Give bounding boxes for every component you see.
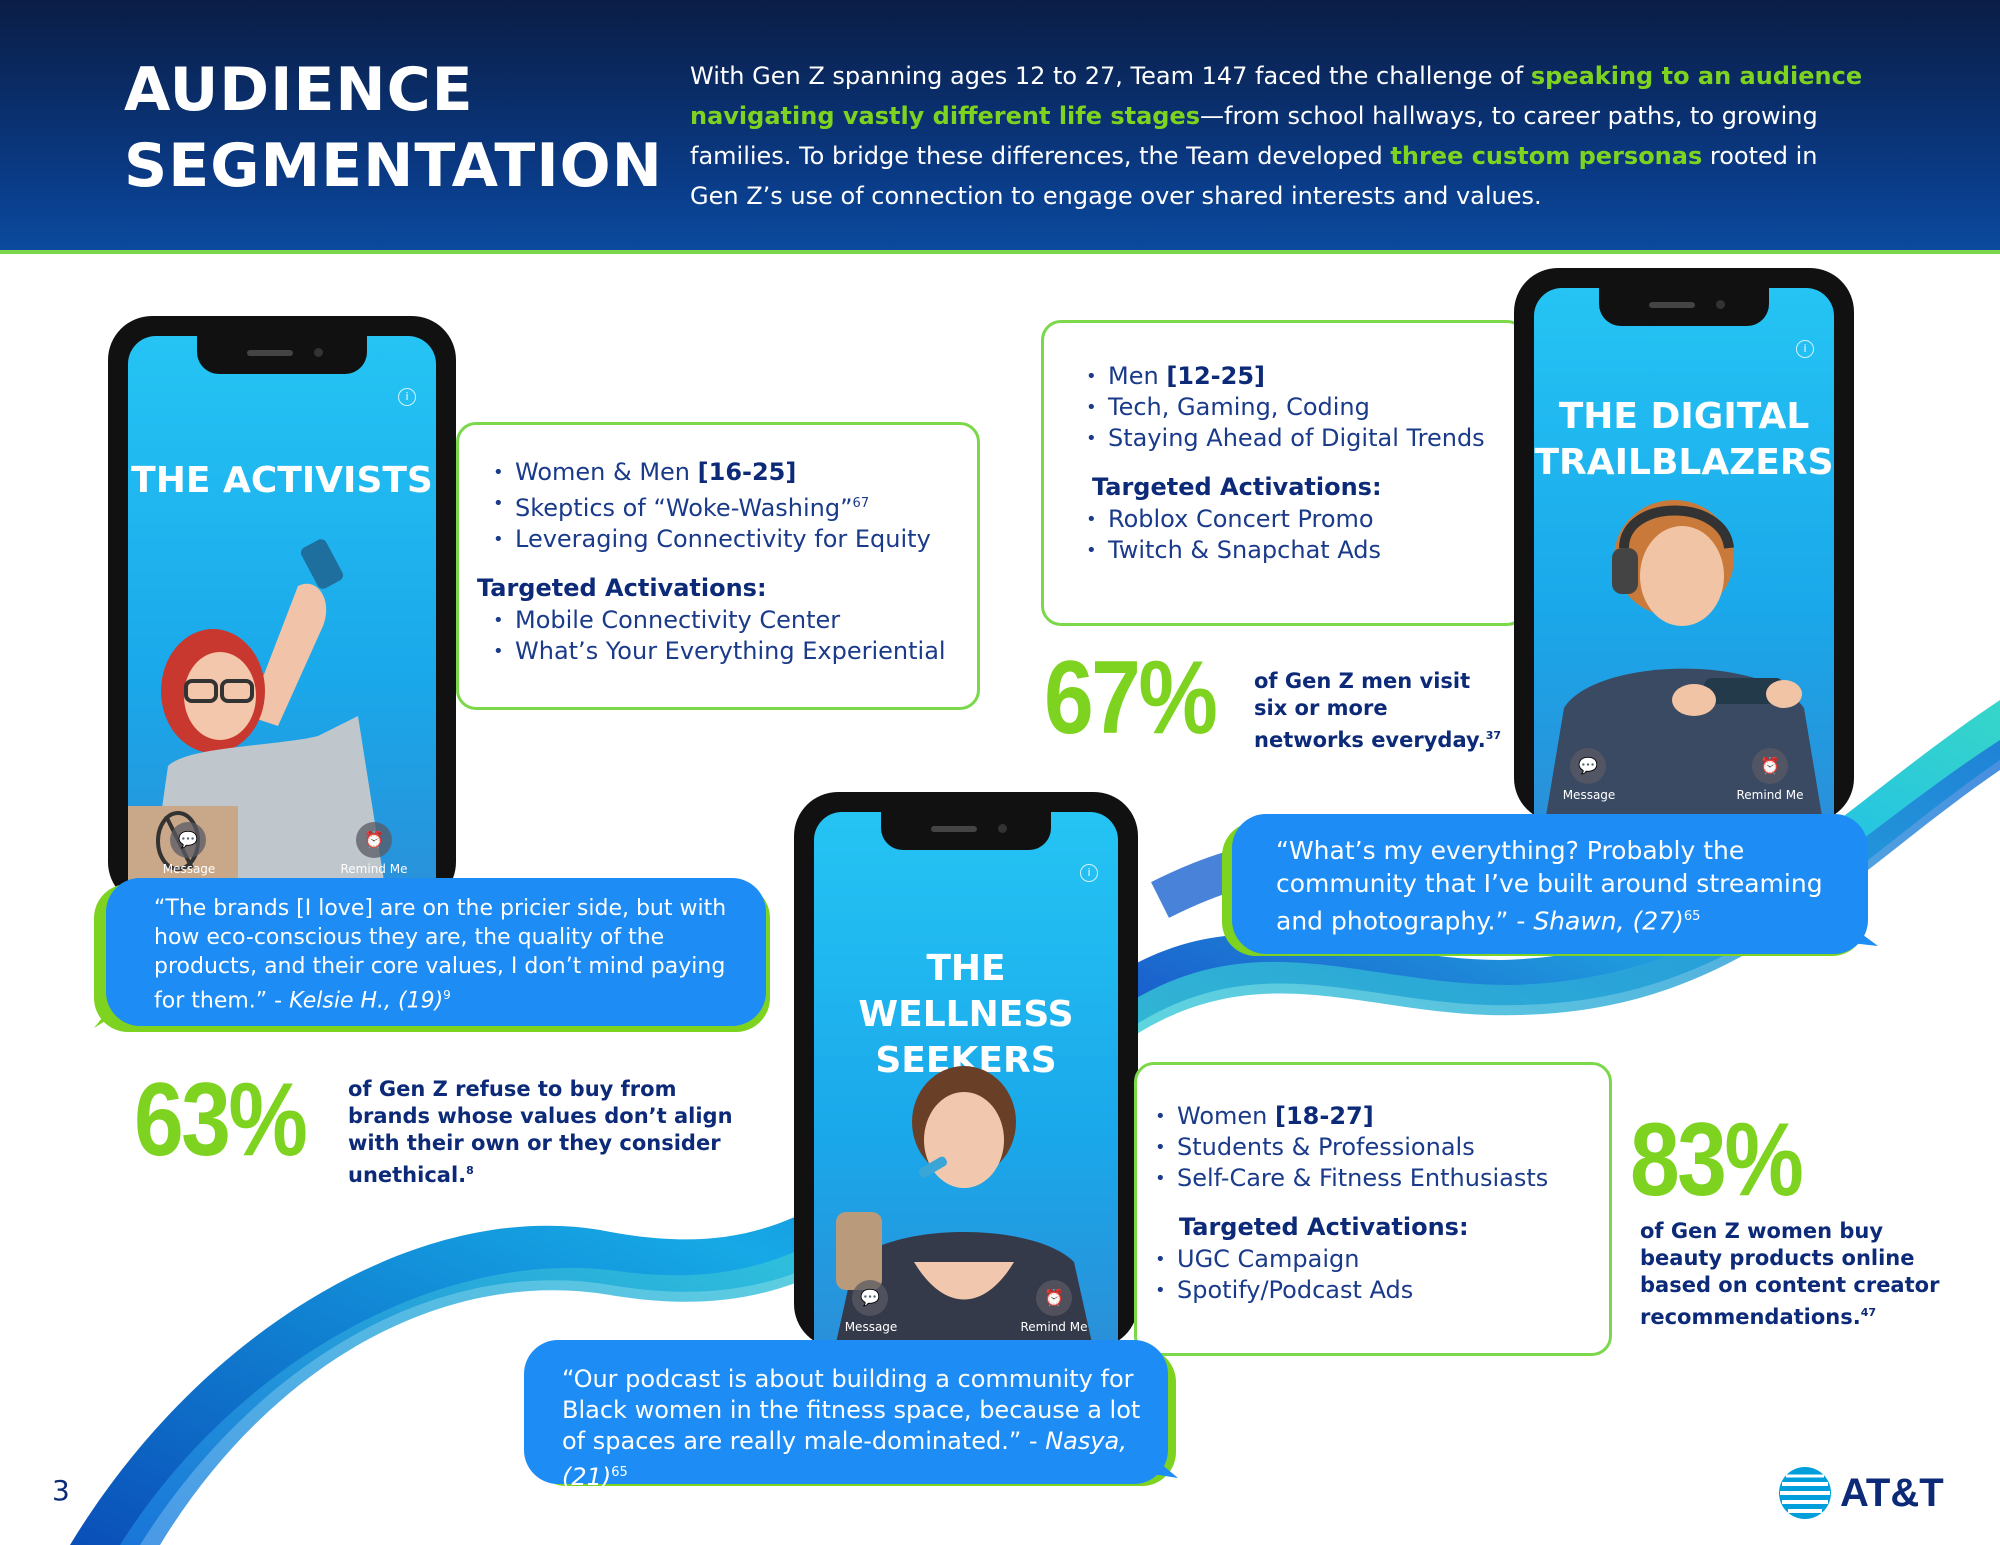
intro-text-3: rooted in Gen Z’s use of connection to e… (690, 142, 1818, 210)
remind-me-label: Remind Me (1020, 1320, 1088, 1334)
alarm-clock-icon[interactable]: ⏰ (1752, 748, 1788, 784)
activation-item: Twitch & Snapchat Ads (1086, 535, 1524, 566)
alarm-clock-icon[interactable]: ⏰ (356, 822, 392, 858)
activists-info-box: Women & Men [16-25] Skeptics of “Woke-Wa… (456, 422, 980, 710)
trailblazers-info-box: Men [12-25] Tech, Gaming, Coding Staying… (1041, 320, 1527, 626)
activation-item: UGC Campaign (1155, 1244, 1609, 1275)
bullet-item: Women & Men [16-25] (493, 457, 977, 488)
activist-person-illustration (128, 539, 388, 906)
page-title: AUDIENCE SEGMENTATION (124, 52, 663, 204)
activation-item: Spotify/Podcast Ads (1155, 1275, 1609, 1306)
trailblazers-quote-bubble: “What’s my everything? Probably the comm… (1232, 814, 1868, 954)
wellness-quote-bubble: “Our podcast is about building a communi… (524, 1340, 1168, 1491)
persona-title-wellness: THE WELLNESS SEEKERS (858, 948, 1074, 1081)
stat-63-caption: of Gen Z refuse to buy from brands whose… (348, 1077, 733, 1187)
page-number: 3 (52, 1474, 70, 1507)
persona-title-trailblazers: THE DIGITAL TRAILBLAZERS (1534, 396, 1834, 483)
message-label: Message (844, 1320, 898, 1334)
intro-highlight-1: speaking to an audience navigating vastl… (690, 62, 1863, 130)
activation-item: Mobile Connectivity Center (493, 605, 977, 636)
phone-screen: i THE WELLNESS SEEKERS 💬 Message ⏰ Remind… (814, 812, 1118, 1348)
bullet-item: Tech, Gaming, Coding (1086, 392, 1524, 423)
phone-trailblazers: i THE DIGITAL TRAILBLAZERS 💬 Message ⏰ Re… (1514, 268, 1854, 822)
intro-text-1: With Gen Z spanning ages 12 to 27, Team … (690, 62, 1531, 90)
bullet-item: Self-Care & Fitness Enthusiasts (1155, 1163, 1609, 1194)
wellness-activations: UGC Campaign Spotify/Podcast Ads (1137, 1244, 1609, 1306)
stat-67: 67% (1044, 640, 1218, 756)
message-label: Message (162, 862, 216, 876)
chat-bubble-icon[interactable]: 💬 (1570, 748, 1606, 784)
remind-me-label: Remind Me (1736, 788, 1804, 802)
intro-highlight-2: three custom personas (1390, 142, 1703, 170)
phone-wellness: i THE WELLNESS SEEKERS 💬 Message ⏰ Remind… (794, 792, 1138, 1348)
wellness-info-box: Women [18-27] Students & Professionals S… (1134, 1062, 1612, 1356)
trailblazers-activations: Roblox Concert Promo Twitch & Snapchat A… (1068, 504, 1524, 566)
remind-me-label: Remind Me (340, 862, 408, 876)
bullet-item: Women [18-27] (1155, 1101, 1609, 1132)
bullet-item: Leveraging Connectivity for Equity (493, 524, 977, 555)
info-icon[interactable]: i (1080, 864, 1098, 882)
activation-item: What’s Your Everything Experiential (493, 636, 977, 667)
alarm-clock-icon[interactable]: ⏰ (1036, 1280, 1072, 1316)
activists-activations: Mobile Connectivity Center What’s Your E… (475, 605, 977, 667)
intro-paragraph: With Gen Z spanning ages 12 to 27, Team … (690, 56, 1870, 216)
info-icon[interactable]: i (1796, 340, 1814, 358)
att-logo-text: AT&T (1840, 1470, 1944, 1515)
trailblazer-person-illustration (1545, 500, 1823, 822)
phone-notch (881, 812, 1051, 850)
wellness-person-illustration (834, 1066, 1094, 1348)
quote-text: “What’s my everything? Probably the comm… (1276, 836, 1823, 936)
bullet-item: Skeptics of “Woke-Washing”67 (493, 488, 977, 524)
message-label: Message (1562, 788, 1616, 802)
phone-screen: i THE ACTIVISTS 💬 Message ⏰ Remind Me (128, 336, 436, 906)
intro-text-2: —from school hallways, to career paths, … (690, 102, 1818, 170)
title-line-1: AUDIENCE (124, 55, 474, 125)
wellness-bullets: Women [18-27] Students & Professionals S… (1137, 1101, 1609, 1194)
stat-63: 63% (134, 1062, 308, 1178)
bullet-item: Men [12-25] (1086, 361, 1524, 392)
activation-item: Roblox Concert Promo (1086, 504, 1524, 535)
header-band: AUDIENCE SEGMENTATION With Gen Z spannin… (0, 0, 2000, 254)
activations-heading: Targeted Activations: (1179, 1213, 1469, 1241)
phone-notch (197, 336, 367, 374)
activations-heading: Targeted Activations: (1092, 473, 1382, 501)
stat-83-caption: of Gen Z women buy beauty products onlin… (1640, 1219, 1940, 1329)
phone-screen: i THE DIGITAL TRAILBLAZERS 💬 Message ⏰ Re… (1534, 288, 1834, 822)
activations-heading: Targeted Activations: (477, 574, 767, 602)
activists-bullets: Women & Men [16-25] Skeptics of “Woke-Wa… (475, 457, 977, 555)
quote-text: “Our podcast is about building a communi… (562, 1365, 1141, 1491)
stat-83: 83% (1630, 1102, 1804, 1218)
quote-text: “The brands [I love] are on the pricier … (154, 896, 727, 1014)
phone-notch (1599, 288, 1769, 326)
title-line-2: SEGMENTATION (124, 131, 663, 201)
att-globe-icon (1779, 1467, 1831, 1519)
info-icon[interactable]: i (398, 388, 416, 406)
trailblazers-bullets: Men [12-25] Tech, Gaming, Coding Staying… (1068, 361, 1524, 454)
bullet-item: Students & Professionals (1155, 1132, 1609, 1163)
phone-activists: i THE ACTIVISTS 💬 Message ⏰ Remind Me (108, 316, 456, 906)
activists-quote-bubble: “The brands [I love] are on the pricier … (106, 878, 766, 1026)
chat-bubble-icon[interactable]: 💬 (170, 822, 206, 858)
bullet-item: Staying Ahead of Digital Trends (1086, 423, 1524, 454)
chat-bubble-icon[interactable]: 💬 (852, 1280, 888, 1316)
persona-title-activists: THE ACTIVISTS (131, 460, 433, 501)
att-logo: AT&T (1778, 1466, 1944, 1520)
stat-67-caption: of Gen Z men visit six or more networks … (1254, 669, 1502, 752)
